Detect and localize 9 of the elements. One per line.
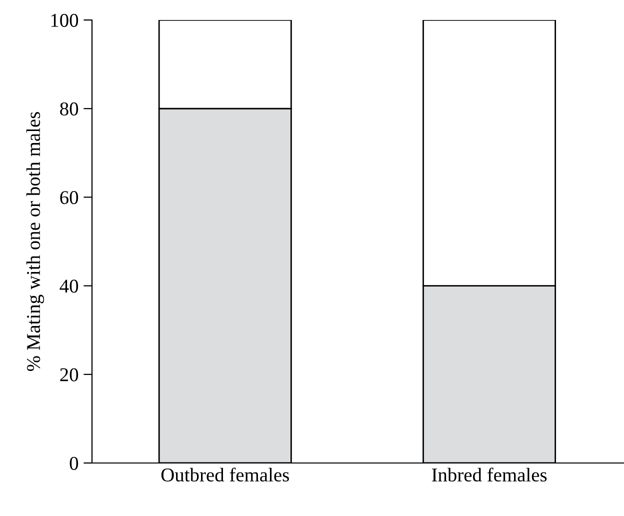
y-tick-label: 80 xyxy=(60,102,78,116)
y-tick-label: 100 xyxy=(51,14,78,27)
y-tick-label: 0 xyxy=(70,456,78,470)
x-tick-label: Outbred females xyxy=(161,468,289,482)
x-tick-label: Inbred females xyxy=(432,468,547,482)
y-tick-label: 60 xyxy=(60,191,78,204)
y-tick-label: 20 xyxy=(60,368,78,382)
y-axis-title: % Mating with one or both males xyxy=(26,112,44,371)
y-tick-label: 40 xyxy=(60,280,78,293)
